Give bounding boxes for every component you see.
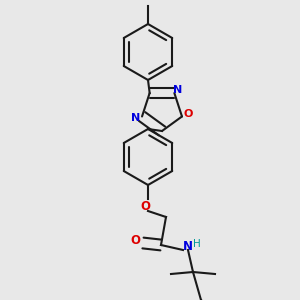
Text: O: O xyxy=(183,110,193,119)
Text: N: N xyxy=(173,85,182,95)
Text: O: O xyxy=(130,233,140,247)
Text: N: N xyxy=(131,113,141,124)
Text: O: O xyxy=(140,200,150,214)
Text: N: N xyxy=(183,241,193,254)
Text: H: H xyxy=(193,239,201,249)
